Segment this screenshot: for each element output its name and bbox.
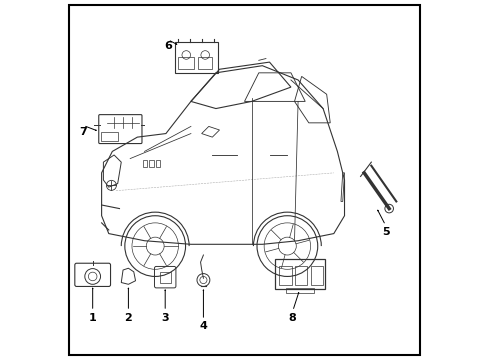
Bar bbox=[310, 266, 323, 285]
Text: 8: 8 bbox=[288, 312, 296, 323]
Text: 6: 6 bbox=[163, 41, 171, 51]
Bar bbox=[149, 159, 153, 167]
Bar bbox=[198, 57, 212, 69]
Text: 5: 5 bbox=[381, 227, 388, 237]
Bar bbox=[285, 288, 313, 293]
Bar bbox=[101, 132, 118, 141]
Bar bbox=[178, 57, 194, 69]
Text: 1: 1 bbox=[89, 312, 96, 323]
Bar bbox=[175, 42, 217, 73]
Bar bbox=[279, 266, 291, 285]
Bar bbox=[294, 266, 307, 285]
Bar bbox=[160, 272, 170, 283]
Text: 7: 7 bbox=[79, 127, 87, 137]
Bar bbox=[142, 159, 147, 167]
Bar bbox=[274, 258, 324, 289]
Text: 2: 2 bbox=[124, 312, 132, 323]
Text: 4: 4 bbox=[199, 321, 207, 332]
Bar bbox=[155, 159, 160, 167]
Text: 3: 3 bbox=[161, 312, 169, 323]
